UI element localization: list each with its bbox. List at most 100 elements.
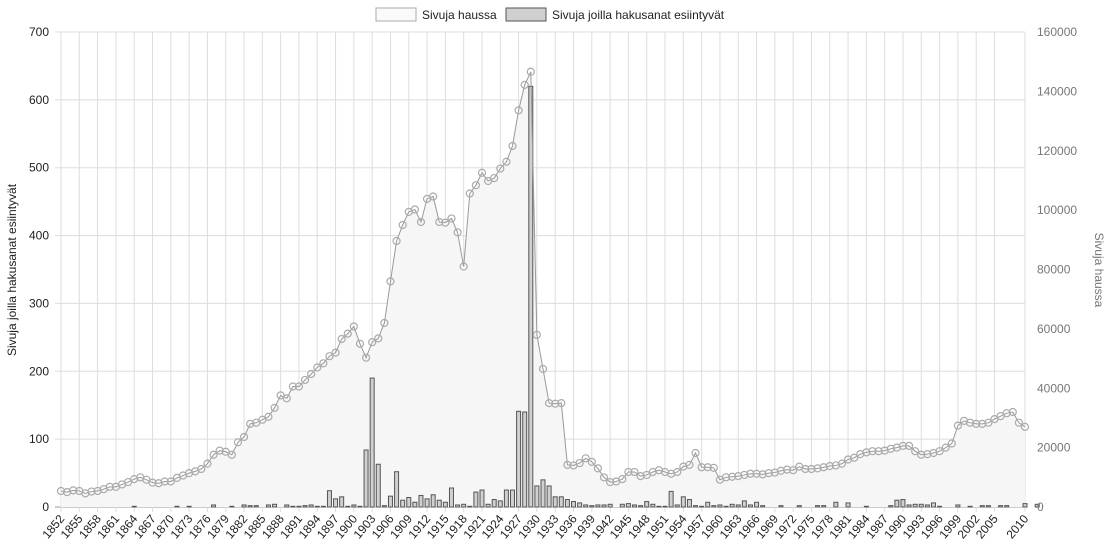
bar-2010 bbox=[1022, 503, 1028, 508]
point-1931 bbox=[538, 364, 548, 374]
point-1880 bbox=[227, 450, 236, 459]
point-1899 bbox=[343, 329, 352, 338]
bar-1913 bbox=[430, 494, 436, 508]
y-left-tick-label: 100 bbox=[29, 432, 49, 446]
bar-1907 bbox=[394, 471, 400, 508]
bar-1989 bbox=[894, 499, 900, 508]
bar-1955 bbox=[686, 499, 692, 508]
y-left-tick-label: 600 bbox=[29, 93, 49, 107]
bar-1903 bbox=[369, 377, 375, 508]
point-1944 bbox=[618, 474, 627, 484]
bar-1931 bbox=[540, 479, 546, 508]
point-1894 bbox=[313, 363, 322, 372]
bar-1967 bbox=[760, 505, 766, 508]
bar-1957 bbox=[699, 505, 705, 508]
point-1975 bbox=[807, 464, 816, 474]
point-1964 bbox=[740, 470, 749, 480]
y-right-tick-label: 160000 bbox=[1037, 25, 1077, 39]
y-right-tick-label: 40000 bbox=[1037, 381, 1071, 395]
y-axis-left-label: Sivuja joilla hakusanat esiintyvät bbox=[5, 183, 19, 356]
point-1965 bbox=[746, 469, 755, 478]
bar-1912 bbox=[424, 498, 430, 508]
point-1988 bbox=[886, 444, 895, 453]
y-axis-right-label: Sivuja haussa bbox=[1092, 233, 1106, 308]
bar-1949 bbox=[650, 503, 656, 508]
bar-1889 bbox=[284, 504, 290, 508]
point-1928 bbox=[520, 80, 529, 89]
bar-1966 bbox=[754, 501, 760, 508]
point-1930 bbox=[532, 330, 541, 339]
point-2002 bbox=[972, 419, 981, 428]
legend-label-sivuja-haussa[interactable]: Sivuja haussa bbox=[422, 8, 497, 22]
point-1857 bbox=[87, 487, 96, 496]
bar-2004 bbox=[985, 505, 991, 508]
point-1892 bbox=[300, 375, 310, 385]
point-1875 bbox=[197, 464, 206, 474]
point-2009 bbox=[1014, 418, 1023, 427]
bar-1977 bbox=[821, 505, 827, 508]
bar-2001 bbox=[967, 505, 973, 508]
point-1886 bbox=[264, 412, 273, 421]
bar-1928 bbox=[522, 411, 528, 508]
y-right-tick-label: 100000 bbox=[1037, 203, 1077, 217]
point-1986 bbox=[874, 447, 883, 456]
bar-1915 bbox=[442, 501, 448, 508]
line-area bbox=[61, 71, 1025, 507]
point-2004 bbox=[984, 418, 993, 427]
point-1990 bbox=[898, 441, 908, 450]
point-1919 bbox=[465, 189, 474, 198]
point-1905 bbox=[380, 318, 389, 328]
point-1997 bbox=[941, 443, 950, 452]
bar-1895 bbox=[320, 505, 326, 508]
point-2001 bbox=[965, 418, 975, 427]
point-1860 bbox=[105, 482, 114, 491]
point-1921 bbox=[477, 168, 487, 177]
bar-1922 bbox=[485, 503, 491, 508]
point-1898 bbox=[337, 334, 346, 344]
point-1890 bbox=[288, 382, 297, 391]
bar-1871 bbox=[174, 505, 180, 508]
point-1903 bbox=[368, 338, 377, 347]
legend-swatch-sivuja-joilla[interactable] bbox=[505, 7, 547, 22]
point-1927 bbox=[514, 106, 523, 115]
bar-1917 bbox=[455, 504, 461, 508]
x-tick-label: 2005 bbox=[973, 512, 1001, 542]
bar-1990 bbox=[900, 499, 906, 508]
bar-1919 bbox=[467, 505, 473, 508]
bar-2003 bbox=[979, 505, 985, 508]
legend-label-sivuja-joilla[interactable]: Sivuja joilla hakusanat esiintyvät bbox=[552, 8, 725, 22]
point-1895 bbox=[319, 359, 328, 368]
bar-1960 bbox=[717, 504, 723, 508]
point-1929 bbox=[526, 67, 535, 76]
bar-1892 bbox=[302, 505, 308, 508]
bar-1918 bbox=[461, 503, 467, 508]
bar-1952 bbox=[668, 490, 674, 508]
point-1923 bbox=[490, 173, 499, 183]
point-2008 bbox=[1008, 407, 1017, 417]
point-1953 bbox=[673, 467, 682, 477]
bar-1924 bbox=[497, 500, 503, 508]
bar-1899 bbox=[345, 505, 351, 508]
bar-1908 bbox=[400, 499, 406, 508]
point-1915 bbox=[441, 218, 450, 227]
bar-1961 bbox=[723, 505, 729, 508]
point-1908 bbox=[398, 220, 407, 230]
point-1906 bbox=[386, 277, 395, 286]
point-1907 bbox=[392, 236, 401, 246]
bar-1973 bbox=[796, 505, 802, 508]
bar-1999 bbox=[955, 504, 961, 508]
bar-1900 bbox=[351, 504, 357, 508]
point-1959 bbox=[709, 463, 718, 472]
point-1992 bbox=[911, 447, 920, 456]
point-1917 bbox=[453, 228, 462, 237]
point-1916 bbox=[447, 214, 456, 223]
point-1869 bbox=[160, 477, 169, 486]
bar-1934 bbox=[558, 496, 564, 508]
bar-1992 bbox=[912, 503, 918, 508]
point-1971 bbox=[782, 465, 792, 474]
point-1999 bbox=[953, 421, 962, 430]
point-1924 bbox=[496, 164, 505, 173]
bar-1904 bbox=[375, 463, 381, 508]
legend-swatch-sivuja-haussa[interactable] bbox=[375, 7, 417, 22]
bar-1914 bbox=[436, 499, 442, 508]
